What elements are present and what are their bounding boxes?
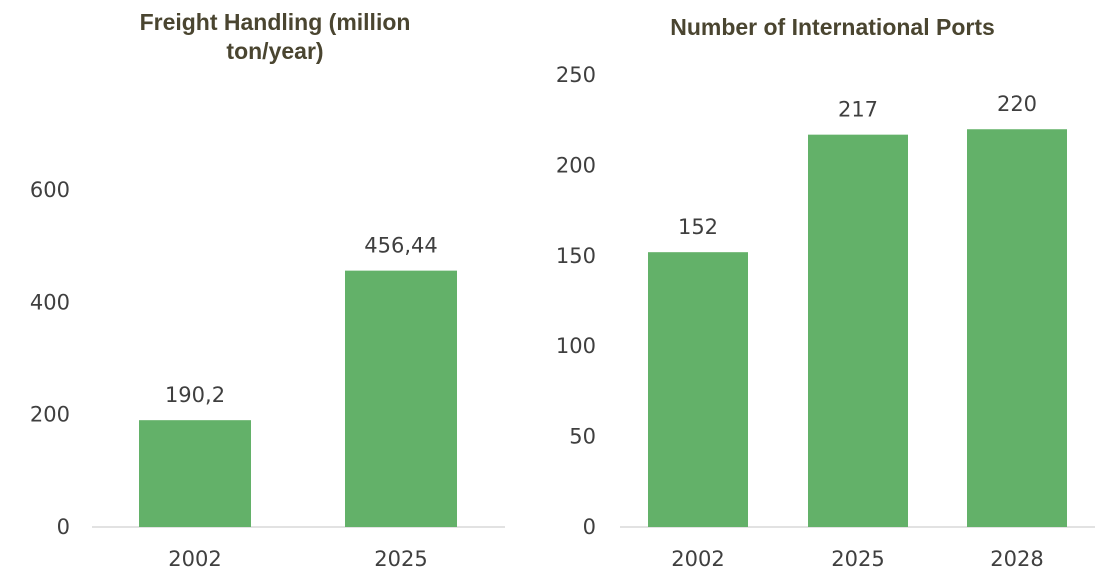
ports-y-tick-label: 50 [569,425,596,449]
ports-y-tick-label: 150 [556,244,596,268]
ports-bar-2028 [967,129,1067,528]
freight-data-label: 456,44 [364,234,437,258]
freight-category-label: 2002 [168,547,221,569]
ports-y-tick-label: 250 [556,63,596,87]
freight-y-tick-label: 400 [30,290,70,314]
freight-y-tick-label: 200 [30,403,70,427]
freight-bar-2002 [139,420,251,527]
freight-category-label: 2025 [374,547,427,569]
ports-y-tick-label: 100 [556,334,596,358]
ports-y-tick-label: 200 [556,153,596,177]
freight-y-tick-label: 0 [57,515,70,539]
ports-chart: 0 50 100 150 200 250 152 2002 217 2025 220 2028 [556,63,1095,569]
ports-bar-2025 [808,134,908,527]
ports-category-label: 2002 [671,547,724,569]
ports-data-label: 220 [997,92,1037,116]
freight-chart: 0 200 400 600 190,2 2002 456,44 2025 [30,178,505,569]
ports-category-label: 2028 [990,547,1043,569]
chart-title-freight: Freight Handling (million ton/year) [139,9,411,64]
ports-data-label: 217 [838,98,878,122]
ports-data-label: 152 [678,215,718,239]
freight-data-label: 190,2 [165,383,225,407]
freight-y-tick-label: 600 [30,178,70,202]
chart-title-ports: Number of International Ports [670,14,995,40]
freight-bar-2025 [345,270,457,527]
ports-y-tick-label: 0 [583,515,596,539]
ports-category-label: 2025 [831,547,884,569]
ports-bar-2002 [648,252,748,527]
